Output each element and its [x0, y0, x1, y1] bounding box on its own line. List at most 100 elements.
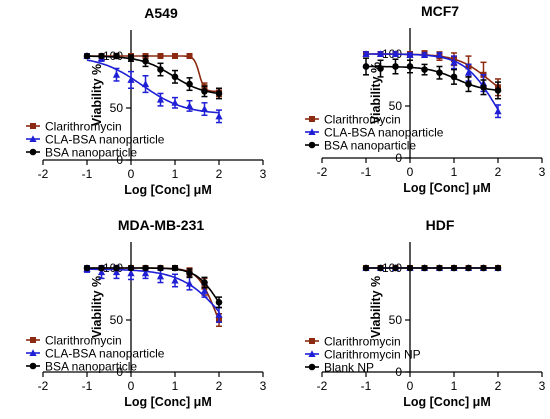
legend-label: BSA nanoparticle — [45, 146, 137, 160]
legend-marker — [30, 123, 36, 129]
data-point — [97, 268, 106, 276]
legend-marker — [309, 116, 315, 122]
x-tick-label: -2 — [38, 379, 49, 393]
x-tick-label: -2 — [317, 379, 328, 393]
panel-title: A549 — [144, 5, 178, 21]
data-point — [420, 51, 429, 59]
legend-label: Blank NP — [324, 361, 374, 375]
panel-title: MCF7 — [421, 3, 459, 19]
data-point — [215, 90, 223, 97]
data-point — [494, 107, 502, 115]
data-point — [392, 63, 399, 70]
data-point — [157, 53, 164, 59]
series-2 — [362, 264, 502, 272]
legend-label: CLA-BSA nanoparticle — [45, 133, 165, 147]
series-2 — [83, 52, 223, 100]
x-tick-label: 1 — [451, 379, 458, 393]
data-point — [98, 264, 105, 272]
fit-curve — [87, 268, 220, 313]
data-point — [157, 66, 164, 73]
data-point — [200, 105, 209, 113]
legend-label: BSA nanoparticle — [324, 139, 416, 153]
y-tick-label: 50 — [389, 313, 403, 327]
data-point — [450, 73, 458, 81]
data-point — [185, 279, 194, 287]
data-point — [171, 264, 179, 272]
data-point — [141, 269, 150, 277]
x-tick-label: 3 — [260, 167, 267, 181]
legend-marker — [308, 141, 316, 149]
data-point — [185, 102, 194, 109]
series-2 — [83, 264, 223, 309]
data-point — [362, 50, 370, 57]
panel-title: MDA-MB-231 — [118, 217, 205, 233]
legend-marker — [29, 148, 37, 156]
data-point — [494, 264, 502, 272]
x-axis-label: Log [Conc] μM — [124, 395, 212, 409]
data-point — [406, 264, 414, 272]
data-point — [421, 66, 428, 73]
legend-marker — [308, 128, 316, 135]
data-point — [480, 83, 487, 91]
fit-curve — [87, 55, 220, 95]
data-point — [127, 54, 135, 62]
legend-label: Clarithromycin — [324, 335, 401, 349]
data-point — [142, 264, 149, 272]
data-point — [436, 264, 443, 272]
x-tick-label: 3 — [260, 379, 267, 393]
data-point — [98, 52, 105, 60]
x-tick-label: -2 — [38, 167, 49, 181]
fit-curve — [87, 267, 220, 303]
x-tick-label: -1 — [82, 379, 93, 393]
data-point — [377, 65, 384, 72]
data-point — [186, 269, 193, 277]
data-point — [215, 112, 223, 120]
y-axis-label: Viability % — [90, 276, 104, 338]
legend-marker — [29, 349, 37, 356]
x-tick-label: 2 — [495, 379, 502, 393]
y-tick-label: 50 — [389, 99, 403, 113]
y-tick-label: 50 — [110, 313, 124, 327]
data-point — [186, 80, 193, 88]
data-point — [127, 269, 135, 277]
data-point — [362, 63, 370, 70]
x-axis-label: Log [Conc] μM — [403, 395, 491, 409]
legend-label: Clarithromycin — [324, 113, 401, 127]
data-point — [201, 88, 208, 95]
x-tick-label: 3 — [539, 165, 546, 179]
x-tick-label: 1 — [451, 165, 458, 179]
data-point — [435, 51, 444, 59]
legend-label: CLA-BSA nanoparticle — [324, 126, 444, 140]
data-point — [450, 58, 458, 66]
data-point — [392, 264, 399, 272]
x-tick-label: 0 — [128, 379, 135, 393]
data-point — [113, 264, 120, 272]
series-1 — [83, 52, 223, 124]
data-point — [421, 264, 428, 272]
data-point — [141, 80, 150, 88]
data-point — [186, 53, 193, 59]
data-point — [391, 50, 400, 57]
y-tick-label: 0 — [395, 365, 402, 379]
data-point — [406, 51, 414, 59]
x-tick-label: 2 — [216, 167, 223, 181]
y-axis-label: Viability % — [90, 64, 104, 126]
data-point — [171, 99, 179, 106]
legend-label: Clarithromycin — [45, 334, 122, 348]
data-point — [156, 95, 165, 103]
data-point — [142, 57, 149, 65]
data-point — [112, 70, 121, 78]
data-point — [127, 76, 135, 83]
data-point — [215, 299, 223, 306]
x-tick-label: 3 — [539, 379, 546, 393]
data-point — [172, 53, 178, 59]
data-point — [112, 268, 121, 276]
x-tick-label: 2 — [216, 379, 223, 393]
legend-label: CLA-BSA nanoparticle — [45, 347, 165, 361]
